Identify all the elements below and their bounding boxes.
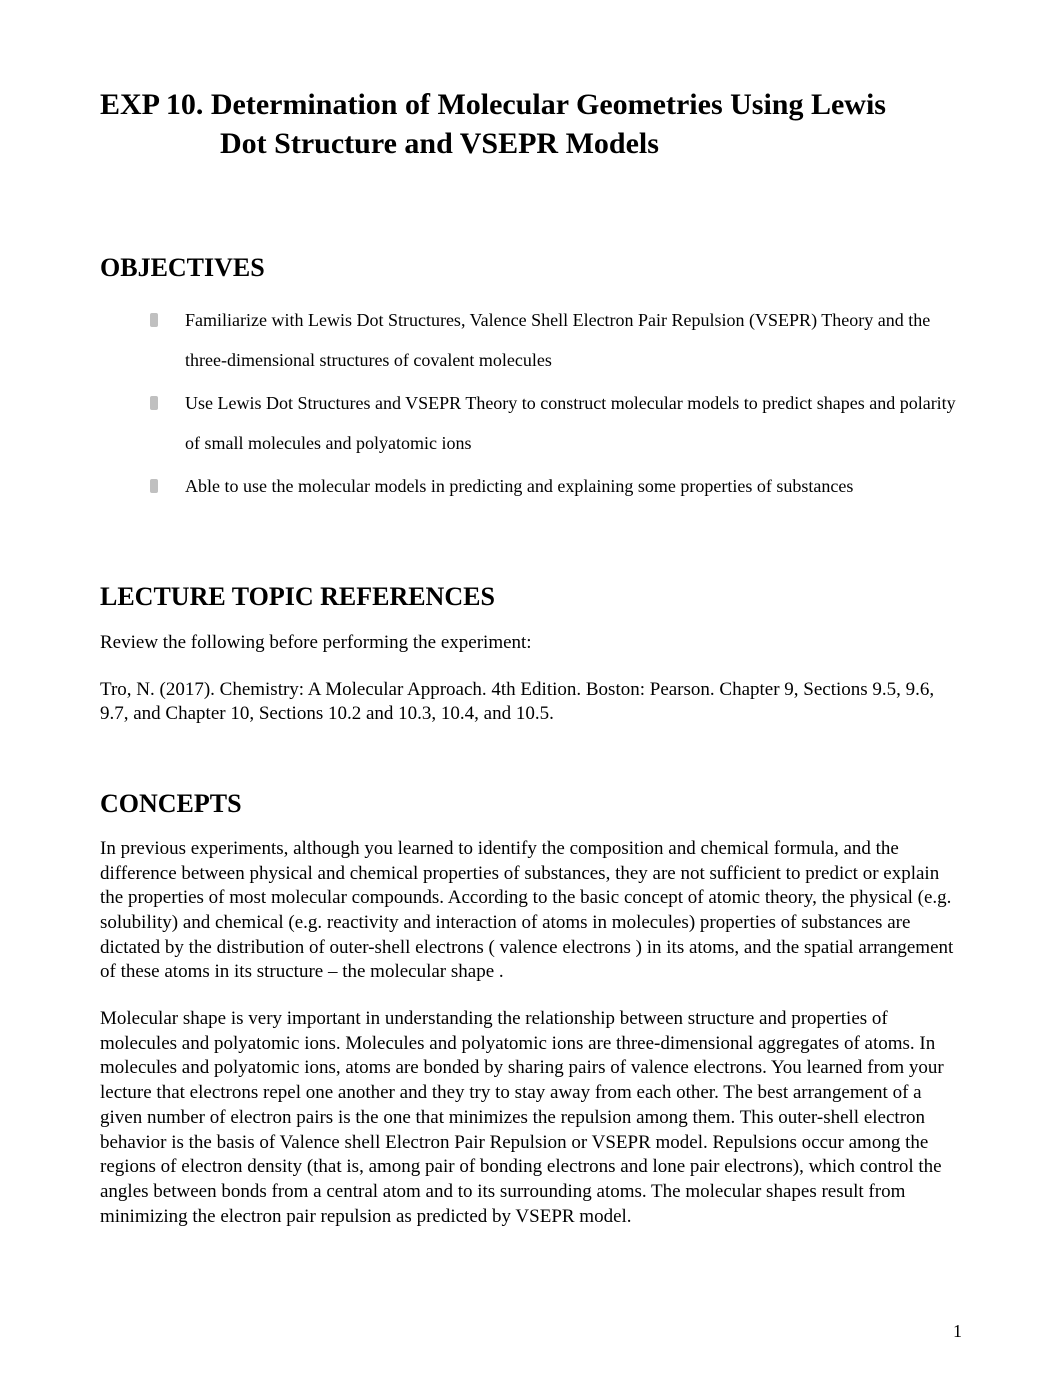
title-line-1: EXP 10. Determination of Molecular Geome… [100, 85, 962, 124]
references-heading: LECTURE TOPIC REFERENCES [100, 582, 962, 612]
references-intro: Review the following before performing t… [100, 630, 962, 656]
objectives-list: Familiarize with Lewis Dot Structures, V… [100, 301, 962, 507]
concepts-paragraph-1: In previous experiments, although you le… [100, 837, 962, 985]
concepts-heading: CONCEPTS [100, 789, 962, 819]
objective-item: Use Lewis Dot Structures and VSEPR Theor… [150, 384, 962, 463]
title-line-2: Dot Structure and VSEPR Models [100, 124, 962, 163]
objective-item: Able to use the molecular models in pred… [150, 467, 962, 507]
objective-item: Familiarize with Lewis Dot Structures, V… [150, 301, 962, 380]
objectives-heading: OBJECTIVES [100, 253, 962, 283]
page-number: 1 [953, 1321, 962, 1342]
experiment-title: EXP 10. Determination of Molecular Geome… [100, 85, 962, 163]
references-citation: Tro, N. (2017). Chemistry: A Molecular A… [100, 678, 962, 727]
concepts-paragraph-2: Molecular shape is very important in und… [100, 1007, 962, 1229]
